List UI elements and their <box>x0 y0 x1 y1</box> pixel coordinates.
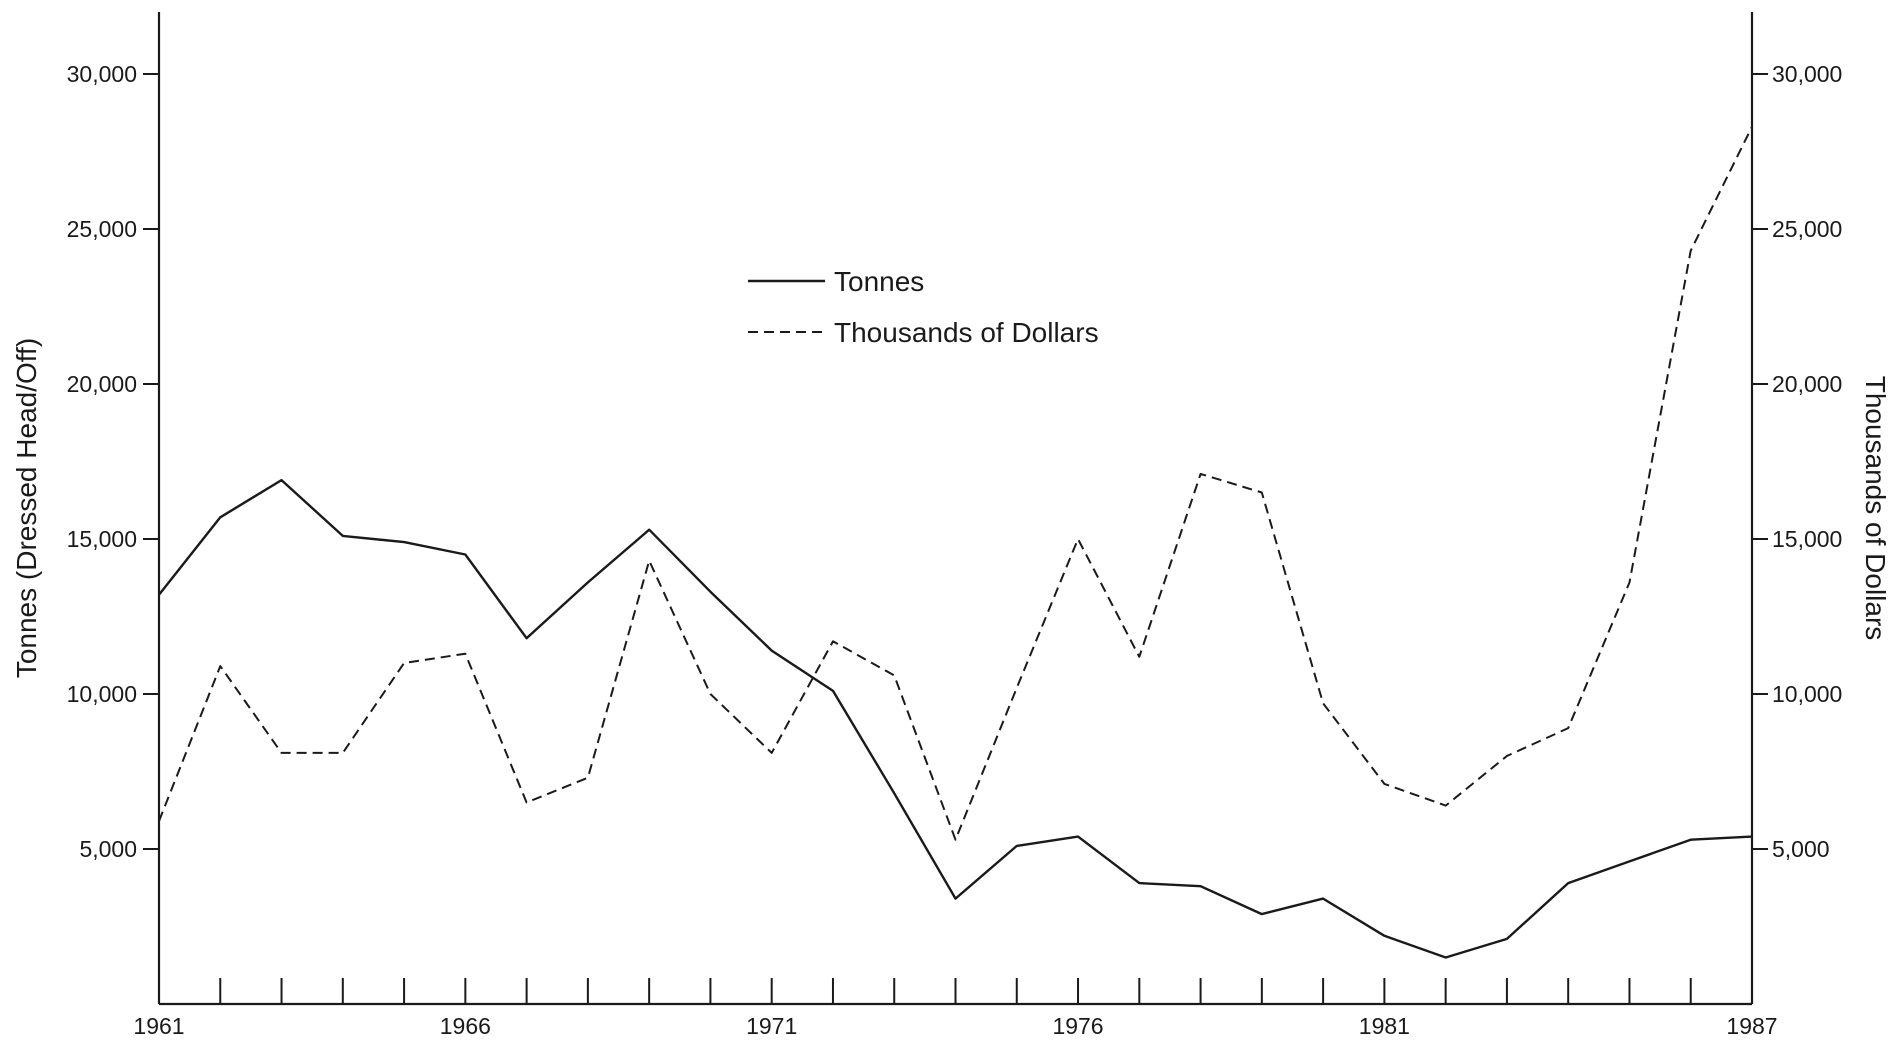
legend: Tonnes Thousands of Dollars <box>748 266 1099 348</box>
y-tick-label-right: 20,000 <box>1772 371 1842 397</box>
x-tick-label: 1981 <box>1359 1013 1410 1039</box>
y-tick-label-right: 25,000 <box>1772 216 1842 242</box>
x-tick-label: 1966 <box>440 1013 491 1039</box>
axes <box>157 12 1754 1006</box>
y-axis-title-left: Tonnes (Dressed Head/Off) <box>11 338 42 678</box>
ticks: 5,000 10,000 15,000 20,000 25,000 30,000 5,000… <box>67 61 1843 1039</box>
y-tick-label-left: 20,000 <box>67 371 137 397</box>
y-axis-title-right: Thousands of Dollars <box>1860 376 1891 641</box>
x-tick-label: 1971 <box>746 1013 797 1039</box>
y-tick-label-right: 5,000 <box>1772 836 1830 862</box>
y-tick-label-left: 5,000 <box>79 836 137 862</box>
x-tick-label: 1987 <box>1726 1013 1777 1039</box>
series-line-tonnes <box>158 478 1753 959</box>
y-tick-label-left: 10,000 <box>67 681 137 707</box>
y-tick-label-right: 15,000 <box>1772 526 1842 552</box>
y-tick-label-right: 10,000 <box>1772 681 1842 707</box>
x-tick-label: 1976 <box>1052 1013 1103 1039</box>
y-tick-label-left: 15,000 <box>67 526 137 552</box>
series <box>158 126 1753 959</box>
y-tick-label-left: 25,000 <box>67 216 137 242</box>
y-tick-label-right: 30,000 <box>1772 61 1842 87</box>
x-tick-label: 1961 <box>133 1013 184 1039</box>
y-tick-label-left: 30,000 <box>67 61 137 87</box>
series-line-dollars <box>158 126 1753 841</box>
legend-label-dollars: Thousands of Dollars <box>834 317 1099 348</box>
legend-label-tonnes: Tonnes <box>834 266 924 297</box>
